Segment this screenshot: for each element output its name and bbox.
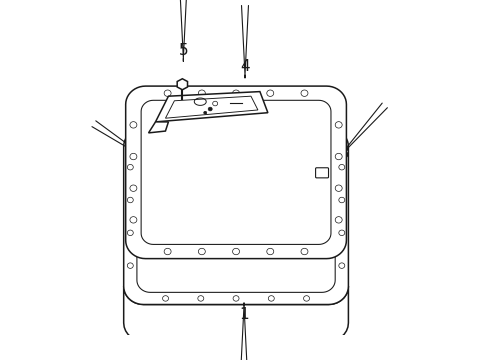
Circle shape xyxy=(208,107,212,111)
Circle shape xyxy=(162,296,168,301)
Polygon shape xyxy=(155,91,267,122)
Circle shape xyxy=(232,90,239,96)
Circle shape xyxy=(130,185,137,192)
Polygon shape xyxy=(177,79,187,90)
Circle shape xyxy=(338,230,344,235)
Circle shape xyxy=(130,217,137,223)
Circle shape xyxy=(232,248,239,255)
Polygon shape xyxy=(137,140,334,292)
Circle shape xyxy=(127,230,133,235)
Circle shape xyxy=(164,90,171,96)
Circle shape xyxy=(266,248,273,255)
Circle shape xyxy=(198,132,203,137)
FancyBboxPatch shape xyxy=(315,168,328,178)
Circle shape xyxy=(203,111,206,114)
Circle shape xyxy=(127,263,133,268)
Polygon shape xyxy=(123,128,347,305)
Polygon shape xyxy=(148,122,168,133)
Text: 2: 2 xyxy=(139,148,148,163)
Text: 4: 4 xyxy=(240,59,249,74)
Circle shape xyxy=(338,165,344,170)
Circle shape xyxy=(303,296,309,301)
Circle shape xyxy=(127,165,133,170)
Circle shape xyxy=(268,132,274,137)
Circle shape xyxy=(338,263,344,268)
Text: 1: 1 xyxy=(239,307,248,322)
Circle shape xyxy=(335,153,342,160)
Polygon shape xyxy=(125,86,346,258)
Circle shape xyxy=(301,248,307,255)
Circle shape xyxy=(266,90,273,96)
Circle shape xyxy=(198,248,205,255)
Text: 3: 3 xyxy=(339,145,348,161)
Circle shape xyxy=(233,132,239,137)
Circle shape xyxy=(127,197,133,203)
Polygon shape xyxy=(123,286,347,341)
Circle shape xyxy=(164,248,171,255)
Circle shape xyxy=(301,90,307,96)
Circle shape xyxy=(198,90,205,96)
Circle shape xyxy=(130,122,137,128)
Polygon shape xyxy=(141,100,330,244)
Circle shape xyxy=(268,296,274,301)
Polygon shape xyxy=(165,96,257,118)
Circle shape xyxy=(303,132,309,137)
Circle shape xyxy=(335,122,342,128)
Circle shape xyxy=(233,296,239,301)
Circle shape xyxy=(198,296,203,301)
Circle shape xyxy=(335,185,342,192)
Circle shape xyxy=(162,132,168,137)
Circle shape xyxy=(212,101,217,106)
Circle shape xyxy=(335,217,342,223)
Circle shape xyxy=(338,197,344,203)
Circle shape xyxy=(130,153,137,160)
Text: 5: 5 xyxy=(178,43,188,58)
